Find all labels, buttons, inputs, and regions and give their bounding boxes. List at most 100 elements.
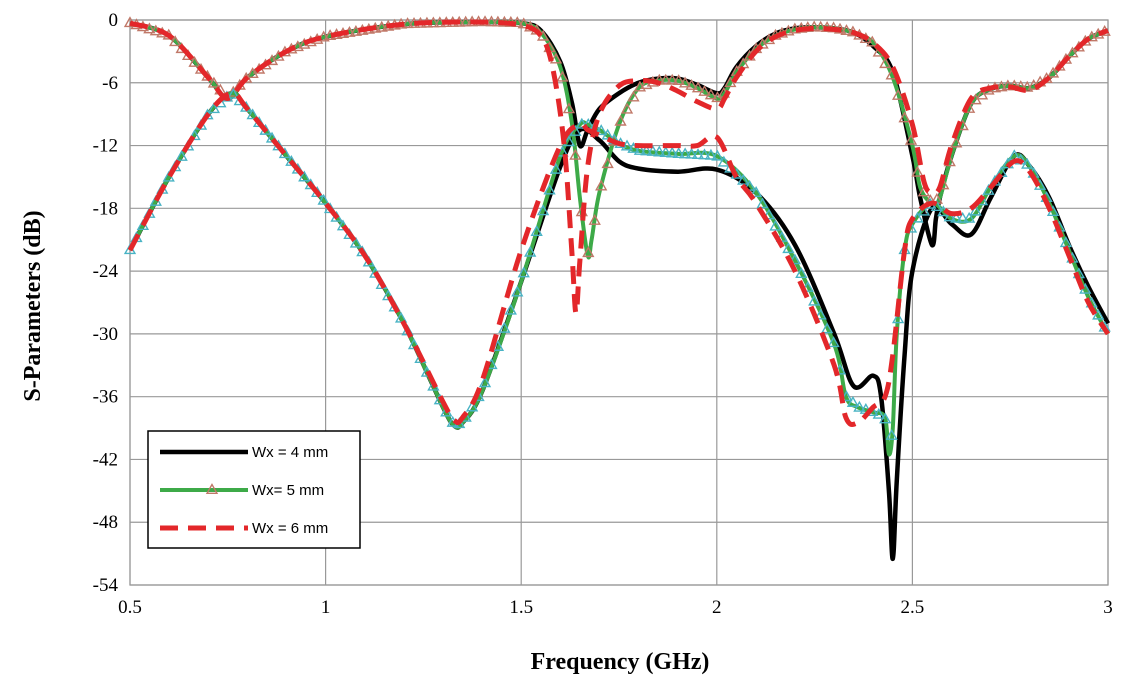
legend-item-wx4: Wx = 4 mm xyxy=(160,444,328,461)
x-axis-title: Frequency (GHz) xyxy=(531,649,710,675)
series-marker xyxy=(788,253,801,265)
series-marker xyxy=(666,146,679,158)
series-marker xyxy=(207,102,221,114)
series-marker xyxy=(672,74,685,86)
series-marker xyxy=(575,117,588,129)
series-marker xyxy=(917,204,931,216)
series-marker xyxy=(1021,157,1034,169)
series-marker xyxy=(543,183,556,195)
series-marker xyxy=(169,35,182,47)
legend-item-wx6: Wx = 6 mm xyxy=(160,520,328,537)
series-marker xyxy=(872,407,885,419)
series-marker xyxy=(1046,66,1060,78)
series-marker xyxy=(569,148,582,160)
series-marker xyxy=(175,149,188,161)
series-marker xyxy=(511,285,524,297)
series-marker xyxy=(769,219,782,231)
series-marker xyxy=(549,52,563,64)
series-marker xyxy=(556,70,569,82)
series-marker xyxy=(633,143,647,155)
plot-area xyxy=(123,15,1111,562)
x-tick-label: 1.5 xyxy=(509,597,533,618)
y-tick-label: -30 xyxy=(93,324,118,345)
legend-marker xyxy=(205,483,219,494)
series-marker xyxy=(246,108,259,120)
series-marker xyxy=(678,76,692,88)
series-marker xyxy=(814,20,827,32)
legend-item-wx5: Wx= 5 mm xyxy=(160,482,324,499)
series-marker xyxy=(524,245,537,257)
series-marker xyxy=(498,321,511,333)
series-marker xyxy=(717,155,730,167)
series-marker xyxy=(595,124,608,136)
y-tick-label: 0 xyxy=(109,10,119,31)
series-marker xyxy=(950,136,963,148)
series-marker xyxy=(762,208,776,220)
series-marker xyxy=(517,17,530,29)
series-marker xyxy=(956,211,969,223)
y-tick-label: -42 xyxy=(93,449,118,470)
x-tick-label: 2 xyxy=(712,597,722,618)
series-marker xyxy=(814,308,827,320)
series-marker xyxy=(853,400,866,412)
legend-label: Wx = 4 mm xyxy=(252,444,328,461)
series-marker xyxy=(562,135,576,147)
series-marker xyxy=(595,179,608,191)
series-marker xyxy=(724,76,737,88)
series-marker xyxy=(659,146,672,157)
series-marker xyxy=(698,148,711,160)
series-marker xyxy=(601,157,614,169)
series-marker xyxy=(536,204,550,216)
series-marker xyxy=(950,211,963,223)
series-marker xyxy=(756,197,769,209)
y-tick-label: -18 xyxy=(93,198,118,219)
series-marker xyxy=(627,90,640,102)
y-tick-label: -48 xyxy=(93,512,118,533)
series-marker xyxy=(620,102,634,114)
series-marker xyxy=(549,162,563,174)
series-marker xyxy=(562,102,576,114)
series-marker xyxy=(317,193,330,205)
series-marker xyxy=(846,396,860,407)
series-marker xyxy=(188,129,201,141)
y-tick-label: -24 xyxy=(93,261,119,282)
series-marker xyxy=(808,294,821,306)
series-marker xyxy=(1059,236,1073,248)
series-line-wx6 xyxy=(129,19,1109,316)
legend: Wx = 4 mm Wx= 5 mm Wx = 6 mm xyxy=(147,430,361,549)
series-marker xyxy=(465,400,479,412)
series-marker xyxy=(504,303,517,315)
series-marker xyxy=(801,280,814,292)
x-tick-label: 3 xyxy=(1103,597,1113,618)
series-marker xyxy=(930,200,943,212)
series-marker xyxy=(969,204,982,216)
y-tick-label: -12 xyxy=(93,136,118,157)
series-marker xyxy=(840,24,853,36)
series-marker xyxy=(685,78,698,90)
y-tick-label: -6 xyxy=(102,73,118,94)
series-marker xyxy=(698,84,711,96)
series-marker xyxy=(653,145,666,157)
series-marker xyxy=(691,148,705,160)
series-marker xyxy=(879,412,892,424)
series-marker xyxy=(614,114,627,126)
series-marker xyxy=(478,376,492,388)
series-line-wx6 xyxy=(127,90,1111,427)
series-marker xyxy=(704,88,718,100)
series-marker xyxy=(704,148,718,160)
series-marker xyxy=(517,266,530,278)
series-marker xyxy=(227,87,240,99)
series-marker xyxy=(879,57,892,69)
series-marker xyxy=(401,17,414,29)
series-marker xyxy=(685,147,698,159)
series-marker xyxy=(711,149,724,161)
series-marker xyxy=(349,236,363,248)
series-marker xyxy=(459,15,472,27)
legend-label: Wx= 5 mm xyxy=(252,482,324,499)
series-marker xyxy=(995,80,1008,92)
series-marker xyxy=(904,133,918,145)
series-marker xyxy=(298,170,311,182)
series-marker xyxy=(820,322,834,334)
x-tick-label: 0.5 xyxy=(118,597,142,618)
